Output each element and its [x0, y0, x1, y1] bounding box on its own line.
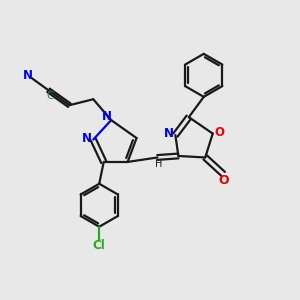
Text: O: O — [218, 174, 229, 187]
Text: Cl: Cl — [93, 239, 106, 252]
Text: N: N — [102, 110, 112, 123]
Text: H: H — [155, 159, 162, 169]
Text: O: O — [214, 126, 224, 139]
Text: N: N — [164, 127, 174, 140]
Text: N: N — [82, 133, 92, 146]
Text: C: C — [46, 91, 54, 101]
Text: N: N — [22, 69, 33, 82]
